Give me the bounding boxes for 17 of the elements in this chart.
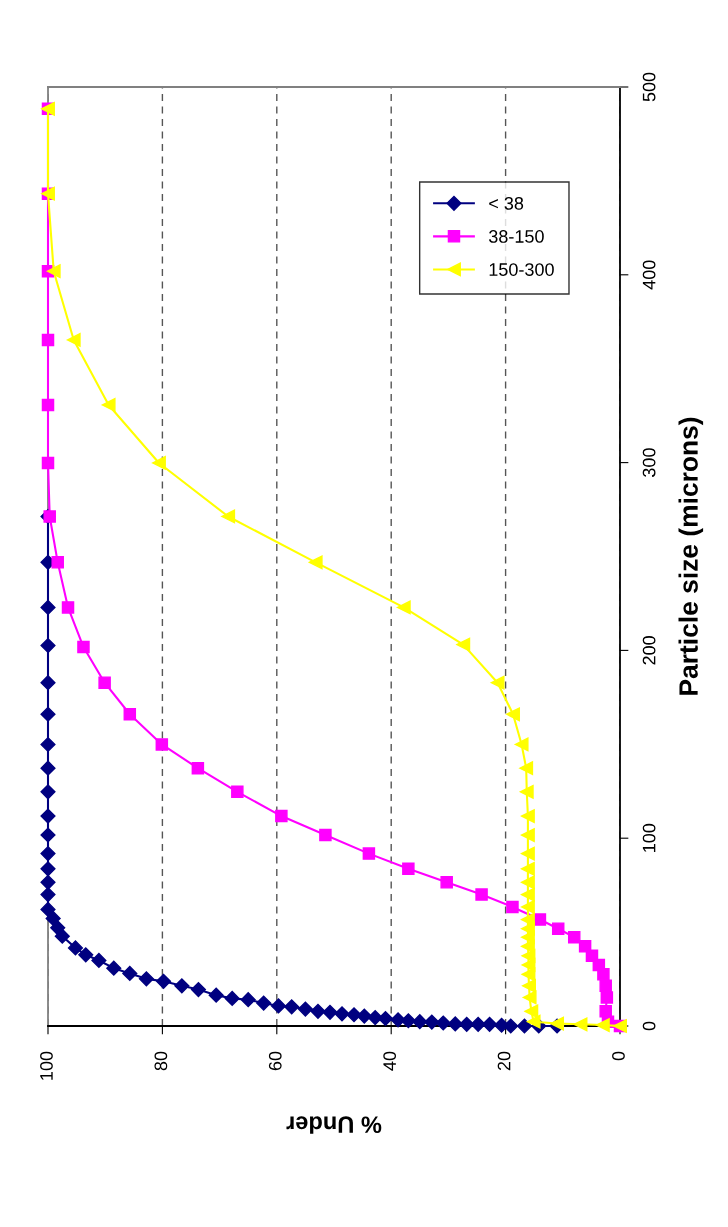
y-tick-label: 400	[642, 260, 656, 290]
y-tick-label: 100	[642, 823, 656, 852]
x-tick-label: 60	[268, 1051, 282, 1071]
y-tick-label: 300	[642, 448, 656, 477]
x-tick-label: 20	[497, 1051, 511, 1071]
legend-label: < 38	[489, 196, 524, 210]
y-tick-label: 200	[642, 636, 656, 665]
legend-label: 150-300	[489, 263, 554, 276]
legend-label: 38-150	[488, 230, 544, 243]
y-tick-label: 0	[642, 1021, 656, 1031]
x-tick-label: 100	[40, 1051, 53, 1080]
y-axis-title: Particle size (microns)	[678, 417, 704, 695]
x-tick-label: 80	[154, 1051, 168, 1071]
x-axis-title: % Under	[286, 1116, 382, 1134]
x-tick-label: 40	[383, 1051, 397, 1071]
y-tick-label: 500	[642, 72, 656, 102]
x-tick-label: 0	[612, 1051, 625, 1061]
